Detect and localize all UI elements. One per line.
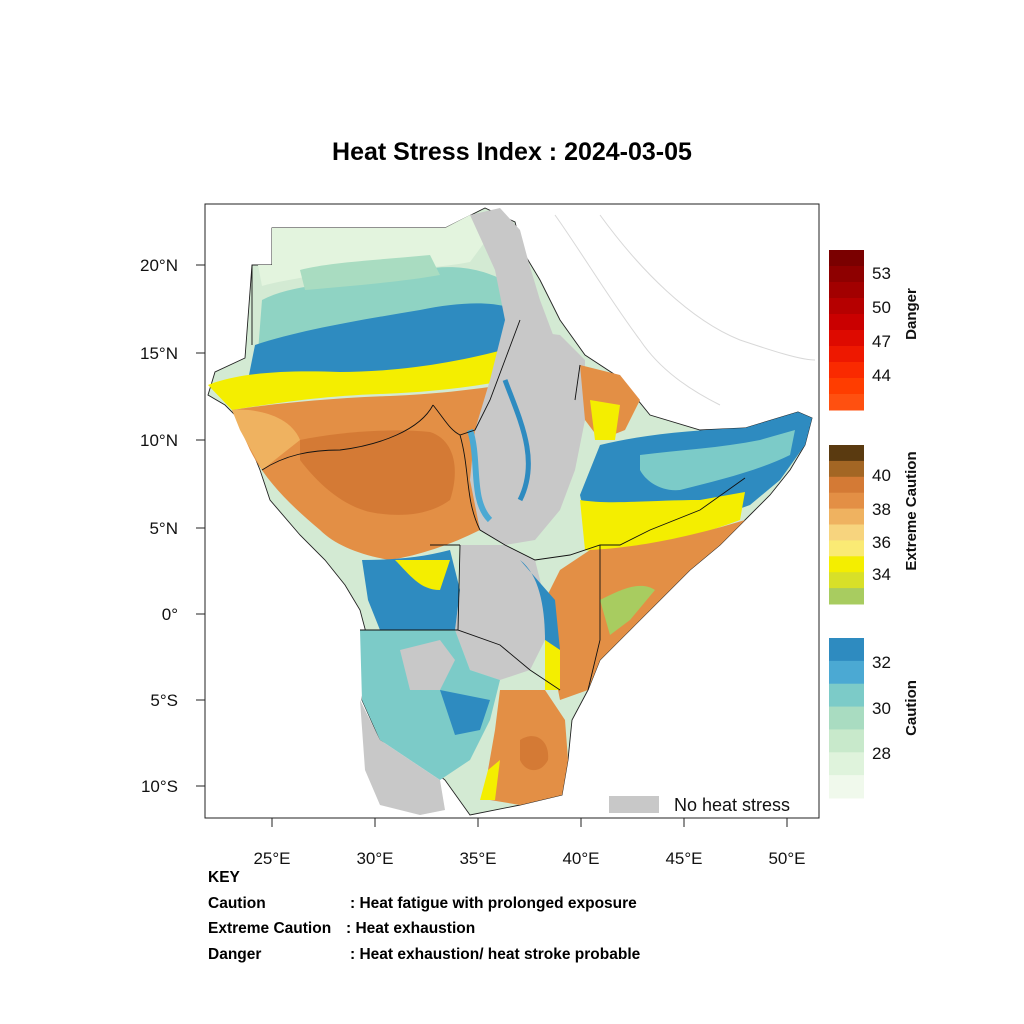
latitude-axis bbox=[196, 264, 205, 787]
no-heat-stress-swatch bbox=[609, 796, 659, 813]
danger-colorbar bbox=[829, 250, 864, 411]
key-term: Extreme Caution bbox=[208, 920, 332, 937]
colorbar-swatch bbox=[829, 314, 864, 331]
colorbar-swatch bbox=[829, 540, 864, 557]
key-description: : Heat fatigue with prolonged exposure bbox=[350, 894, 637, 912]
colorbar-swatch bbox=[829, 460, 864, 478]
lon-label: 45°E bbox=[665, 849, 702, 868]
caution-colorbar bbox=[829, 638, 864, 799]
lon-label: 50°E bbox=[768, 849, 805, 868]
colorbar-swatch bbox=[829, 250, 864, 267]
colorbar-swatch bbox=[829, 660, 864, 685]
key-term: Danger bbox=[208, 945, 262, 963]
colorbar-title: Extreme Caution bbox=[903, 451, 920, 570]
colorbar-swatch bbox=[829, 346, 864, 363]
map-title: Heat Stress Index : 2024-03-05 bbox=[332, 138, 692, 166]
lat-label: 5°S bbox=[150, 691, 178, 710]
no-heat-stress-label: No heat stress bbox=[674, 795, 790, 815]
colorbar-swatch bbox=[829, 524, 864, 541]
colorbar-swatch bbox=[829, 683, 864, 708]
colorbar-tick: 32 bbox=[872, 653, 891, 672]
colorbar-tick: 47 bbox=[872, 332, 891, 351]
colorbar-swatch bbox=[829, 508, 864, 525]
lon-label: 30°E bbox=[356, 849, 393, 868]
lon-label: 35°E bbox=[459, 849, 496, 868]
lat-label: 10°S bbox=[141, 777, 178, 796]
colorbar-swatch bbox=[829, 638, 864, 662]
colorbar-tick: 38 bbox=[872, 500, 891, 519]
colorbar-swatch bbox=[829, 706, 864, 730]
lon-label: 25°E bbox=[253, 849, 290, 868]
colorbar-swatch bbox=[829, 492, 864, 510]
lat-label: 15°N bbox=[140, 344, 178, 363]
colorbar-tick: 50 bbox=[872, 298, 891, 317]
colorbar-tick: 34 bbox=[872, 565, 891, 584]
colorbar-swatch bbox=[829, 298, 864, 315]
colorbar-swatch bbox=[829, 445, 864, 462]
colorbar-swatch bbox=[829, 330, 864, 347]
colorbar-tick: 36 bbox=[872, 533, 891, 552]
colorbar-tick: 40 bbox=[872, 466, 891, 485]
colorbar-swatch bbox=[829, 378, 864, 395]
colorbar-tick: 44 bbox=[872, 366, 891, 385]
colorbar-tick: 28 bbox=[872, 744, 891, 763]
lat-label: 20°N bbox=[140, 256, 178, 275]
colorbar-swatch bbox=[829, 476, 864, 494]
colorbar-swatch bbox=[829, 775, 864, 799]
key-term: Caution bbox=[208, 894, 266, 912]
colorbar-swatch bbox=[829, 282, 864, 299]
colorbar-swatch bbox=[829, 729, 864, 753]
colorbar-swatch bbox=[829, 752, 864, 776]
colorbar-title: Danger bbox=[903, 288, 920, 340]
colorbar-swatch bbox=[829, 394, 864, 411]
lat-label: 10°N bbox=[140, 431, 178, 450]
lat-label: 0° bbox=[162, 605, 178, 624]
colorbar-swatch bbox=[829, 556, 864, 573]
colorbar-swatch bbox=[829, 362, 864, 379]
colorbar-tick: 53 bbox=[872, 264, 891, 283]
heat-map: No heat stress bbox=[207, 207, 816, 816]
colorbar-title: Caution bbox=[903, 680, 920, 736]
key-description: : Heat exhaustion/ heat stroke probable bbox=[350, 945, 641, 963]
key-heading: KEY bbox=[208, 869, 240, 886]
extreme-caution-colorbar bbox=[829, 445, 864, 605]
colorbar-swatch bbox=[829, 588, 864, 605]
lon-label: 40°E bbox=[562, 849, 599, 868]
colorbar-swatch bbox=[829, 572, 864, 589]
longitude-axis bbox=[271, 818, 788, 827]
key-description: : Heat exhaustion bbox=[346, 920, 476, 937]
lat-label: 5°N bbox=[149, 519, 178, 538]
colorbar-swatch bbox=[829, 266, 864, 283]
colorbar-tick: 30 bbox=[872, 699, 891, 718]
